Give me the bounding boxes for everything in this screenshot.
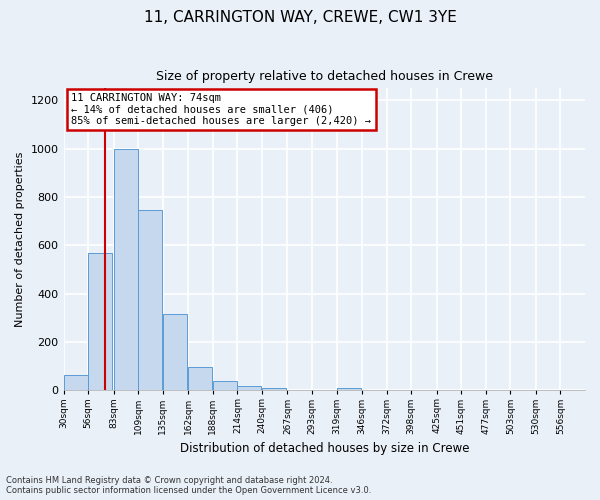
Bar <box>238 386 262 390</box>
Bar <box>262 388 286 390</box>
Bar <box>163 314 187 390</box>
Bar <box>188 368 212 390</box>
Bar <box>138 210 162 390</box>
Text: Contains HM Land Registry data © Crown copyright and database right 2024.
Contai: Contains HM Land Registry data © Crown c… <box>6 476 371 495</box>
Title: Size of property relative to detached houses in Crewe: Size of property relative to detached ho… <box>156 70 493 83</box>
X-axis label: Distribution of detached houses by size in Crewe: Distribution of detached houses by size … <box>179 442 469 455</box>
Bar <box>213 380 237 390</box>
Bar <box>88 252 112 390</box>
Bar <box>113 148 137 390</box>
Text: 11, CARRINGTON WAY, CREWE, CW1 3YE: 11, CARRINGTON WAY, CREWE, CW1 3YE <box>143 10 457 25</box>
Bar <box>337 388 361 390</box>
Y-axis label: Number of detached properties: Number of detached properties <box>15 152 25 327</box>
Bar <box>64 374 88 390</box>
Text: 11 CARRINGTON WAY: 74sqm
← 14% of detached houses are smaller (406)
85% of semi-: 11 CARRINGTON WAY: 74sqm ← 14% of detach… <box>71 93 371 126</box>
